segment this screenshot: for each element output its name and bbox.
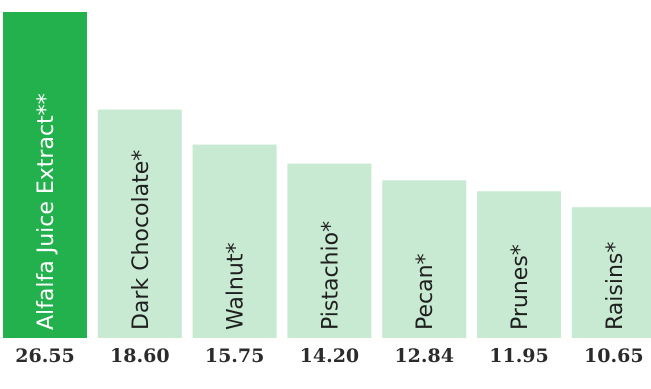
value-label-6: 10.65 (584, 345, 644, 367)
value-label-2: 15.75 (205, 345, 265, 367)
bar-4 (382, 180, 467, 338)
bar-5 (477, 191, 561, 338)
value-label-1: 18.60 (110, 345, 170, 367)
bar-label-1: Dark Chocolate* (129, 150, 154, 330)
value-label-3: 14.20 (300, 345, 360, 367)
bar-label-4: Pecan* (413, 253, 438, 330)
value-label-5: 11.95 (489, 345, 549, 367)
value-label-4: 12.84 (394, 345, 454, 367)
bar-label-0: Alfalfa Juice Extract** (34, 93, 59, 330)
bar-label-3: Pistachio* (318, 221, 343, 330)
bar-3 (287, 163, 372, 338)
bar-6 (571, 207, 651, 338)
bar-1 (97, 109, 182, 338)
bars-group (3, 12, 651, 338)
bar-label-2: Walnut* (224, 243, 249, 330)
bar-label-5: Prunes* (508, 244, 533, 330)
bar-2 (192, 144, 277, 338)
value-label-0: 26.55 (15, 345, 75, 367)
bar-0 (3, 12, 87, 338)
value-labels-group: 26.55 18.60 15.75 14.20 12.84 11.95 10.65 (15, 345, 643, 367)
bar-labels-group: Alfalfa Juice Extract** Dark Chocolate* Wa… (34, 93, 628, 330)
bar-label-6: Raisins* (603, 242, 628, 330)
